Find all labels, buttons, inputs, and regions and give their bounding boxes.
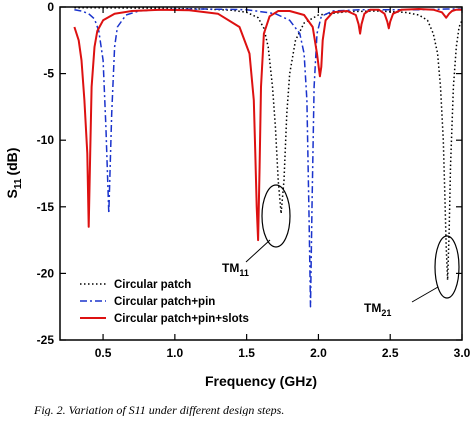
figure-caption: Fig. 2. Variation of S11 under different…	[33, 403, 284, 416]
series-line-0	[74, 7, 462, 281]
y-tick-label: -25	[37, 333, 55, 347]
tm21-pointer	[411, 286, 439, 303]
y-tick-label: -20	[37, 266, 55, 280]
series-line-1	[74, 8, 462, 308]
tm11-ellipse	[261, 184, 291, 248]
tick-marks	[60, 6, 463, 341]
x-tick-label: 0.5	[95, 346, 112, 360]
annotation-shapes	[245, 184, 460, 303]
tm21-label: TM21	[364, 301, 391, 318]
legend-label-2: Circular patch+pin+slots	[114, 313, 249, 325]
x-tick-label: 1.0	[167, 346, 184, 360]
y-tick-label: -10	[37, 133, 55, 147]
x-tick-label: 2.5	[382, 346, 399, 360]
y-axis-title-main: S	[4, 189, 20, 198]
x-axis-title: Frequency (GHz)	[205, 373, 317, 389]
series-line-2	[73, 8, 462, 242]
chart-legend: Circular patch Circular patch+pin Circular…	[80, 279, 249, 325]
y-axis-title-sub: 11	[13, 178, 24, 189]
legend-label-1: Circular patch+pin	[114, 296, 215, 308]
tick-labels: 0.5 1.0 1.5 2.0 2.5 3.0 0 -5 -10 -15 -20 -25	[37, 0, 471, 360]
y-tick-label: -15	[37, 200, 55, 214]
y-tick-label: -5	[43, 67, 54, 81]
legend-label-0: Circular patch	[114, 279, 191, 291]
y-axis-title: S11 (dB)	[4, 148, 24, 199]
y-tick-label: 0	[47, 0, 54, 14]
series-layer	[73, 7, 462, 308]
x-tick-label: 3.0	[454, 346, 471, 360]
x-tick-label: 1.5	[238, 346, 255, 360]
x-tick-label: 2.0	[310, 346, 327, 360]
tm21-ellipse	[434, 235, 460, 299]
tm11-label: TM11	[222, 261, 249, 278]
y-axis-title-unit: (dB)	[4, 148, 20, 176]
plot-frame	[59, 6, 463, 341]
tm11-pointer	[245, 239, 271, 263]
